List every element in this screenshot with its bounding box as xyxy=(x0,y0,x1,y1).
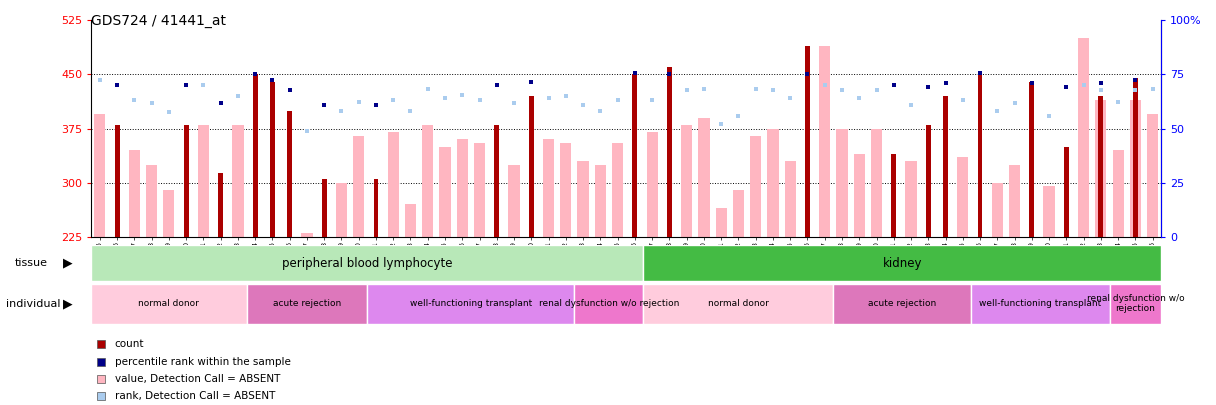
Bar xyxy=(94,114,106,237)
Bar xyxy=(820,45,831,237)
Bar xyxy=(146,165,157,237)
Bar xyxy=(595,165,606,237)
Bar xyxy=(837,129,848,237)
Bar xyxy=(1098,96,1103,237)
Bar xyxy=(184,125,188,237)
Bar xyxy=(232,125,243,237)
Bar xyxy=(972,284,1109,324)
Bar xyxy=(733,190,744,237)
Text: percentile rank within the sample: percentile rank within the sample xyxy=(114,357,291,367)
Bar xyxy=(91,245,643,281)
Bar xyxy=(270,82,275,237)
Bar xyxy=(578,161,589,237)
Bar xyxy=(422,125,433,237)
Bar xyxy=(129,150,140,237)
Text: count: count xyxy=(114,339,145,350)
Bar xyxy=(978,71,983,237)
Text: tissue: tissue xyxy=(15,258,47,268)
Text: acute rejection: acute rejection xyxy=(272,299,340,308)
Bar xyxy=(163,190,174,237)
Text: individual: individual xyxy=(6,299,61,309)
Bar xyxy=(1064,147,1069,237)
Bar xyxy=(1147,114,1159,237)
Bar xyxy=(529,96,534,237)
Bar xyxy=(698,118,709,237)
Bar xyxy=(561,143,572,237)
Bar xyxy=(198,125,209,237)
Bar xyxy=(750,136,761,237)
Bar xyxy=(871,129,882,237)
Bar xyxy=(287,111,292,237)
Bar xyxy=(544,139,554,237)
Bar xyxy=(474,143,485,237)
Bar xyxy=(353,136,365,237)
Text: renal dysfunction w/o
rejection: renal dysfunction w/o rejection xyxy=(1087,294,1184,313)
Bar xyxy=(1096,100,1107,237)
Bar xyxy=(457,139,468,237)
Bar xyxy=(1109,284,1161,324)
Bar xyxy=(1130,100,1141,237)
Bar xyxy=(681,125,692,237)
Bar xyxy=(1079,38,1090,237)
Bar xyxy=(508,165,519,237)
Text: rank, Detection Call = ABSENT: rank, Detection Call = ABSENT xyxy=(114,391,275,401)
Bar xyxy=(218,173,223,237)
Bar xyxy=(1113,150,1124,237)
Bar xyxy=(992,183,1003,237)
Bar xyxy=(495,125,500,237)
Bar xyxy=(944,96,948,237)
Text: GDS724 / 41441_at: GDS724 / 41441_at xyxy=(91,14,226,28)
Text: value, Detection Call = ABSENT: value, Detection Call = ABSENT xyxy=(114,374,280,384)
Bar xyxy=(784,161,795,237)
Text: renal dysfunction w/o rejection: renal dysfunction w/o rejection xyxy=(539,299,680,308)
Text: well-functioning transplant: well-functioning transplant xyxy=(410,299,533,308)
Bar xyxy=(247,284,367,324)
Bar xyxy=(643,245,1161,281)
Bar xyxy=(925,125,930,237)
Text: well-functioning transplant: well-functioning transplant xyxy=(979,299,1102,308)
Bar xyxy=(253,75,258,237)
Bar xyxy=(643,284,833,324)
Text: ▶: ▶ xyxy=(63,297,73,310)
Bar xyxy=(302,233,313,237)
Bar xyxy=(1043,186,1054,237)
Bar xyxy=(114,125,119,237)
Bar xyxy=(1030,82,1035,237)
Bar xyxy=(715,208,727,237)
Bar xyxy=(854,154,865,237)
Text: normal donor: normal donor xyxy=(139,299,199,308)
Bar xyxy=(367,284,574,324)
Bar xyxy=(833,284,972,324)
Bar xyxy=(388,132,399,237)
Bar xyxy=(767,129,778,237)
Bar xyxy=(957,158,968,237)
Bar xyxy=(405,205,416,237)
Text: acute rejection: acute rejection xyxy=(868,299,936,308)
Bar xyxy=(439,147,451,237)
Bar xyxy=(891,154,896,237)
Bar xyxy=(373,179,378,237)
Bar xyxy=(805,45,810,237)
Bar xyxy=(1133,78,1138,237)
Text: peripheral blood lymphocyte: peripheral blood lymphocyte xyxy=(282,257,452,270)
Bar xyxy=(612,143,624,237)
Bar xyxy=(574,284,643,324)
Bar xyxy=(336,183,347,237)
Bar xyxy=(322,179,327,237)
Bar xyxy=(1009,165,1020,237)
Bar xyxy=(91,284,247,324)
Text: kidney: kidney xyxy=(883,257,922,270)
Bar xyxy=(632,75,637,237)
Bar xyxy=(906,161,917,237)
Bar xyxy=(647,132,658,237)
Text: normal donor: normal donor xyxy=(708,299,769,308)
Text: ▶: ▶ xyxy=(63,257,73,270)
Bar xyxy=(666,67,671,237)
